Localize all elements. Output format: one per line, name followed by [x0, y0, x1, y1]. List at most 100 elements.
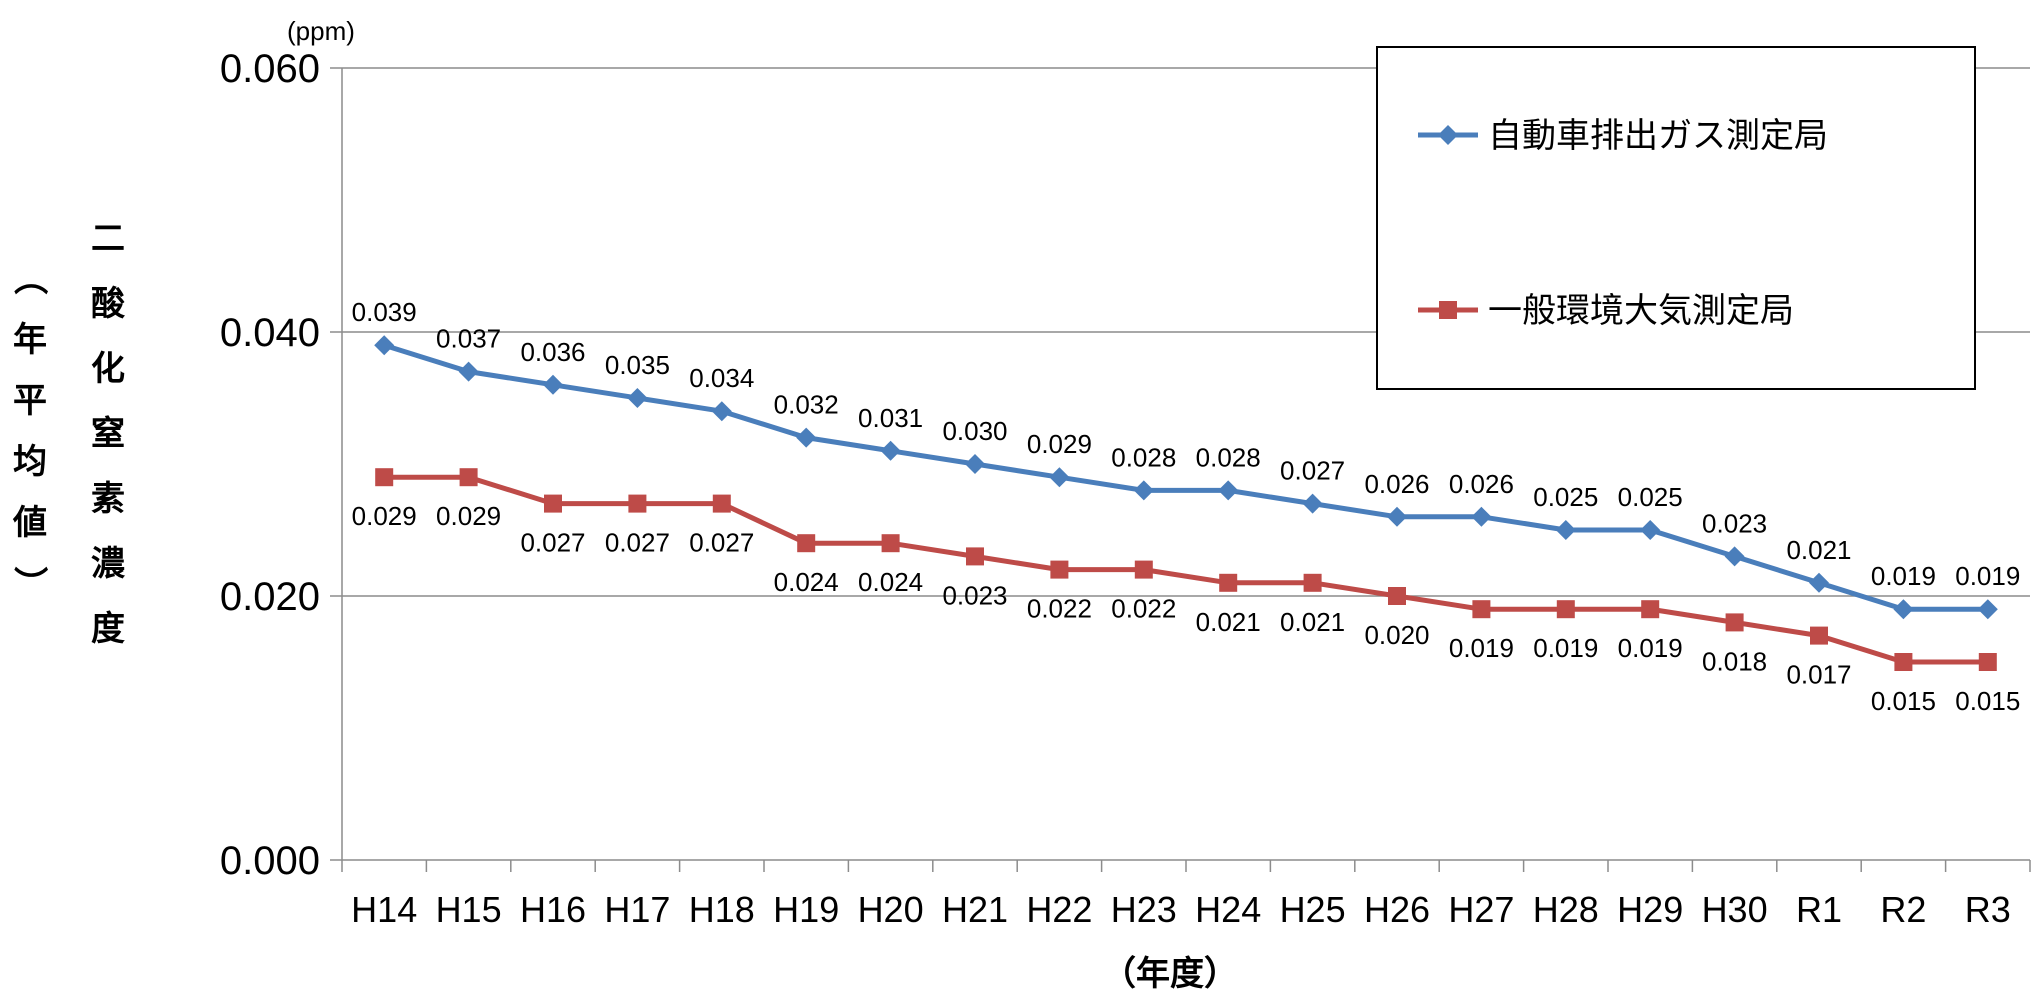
x-tick-label: H19 — [773, 889, 839, 930]
data-point — [1810, 626, 1828, 645]
data-point — [1049, 467, 1070, 488]
data-label: 0.034 — [689, 363, 754, 393]
x-axis — [341, 68, 2031, 872]
data-point — [1978, 653, 1997, 671]
data-point — [712, 494, 731, 513]
data-label: 0.023 — [1702, 508, 1767, 538]
legend-box — [1376, 46, 1976, 390]
series-layer — [374, 335, 1998, 671]
data-label: 0.019 — [1533, 633, 1598, 663]
data-label: 0.027 — [1280, 456, 1345, 486]
data-point — [797, 534, 816, 553]
y-tick-label: 0.060 — [220, 47, 320, 91]
x-tick-labels: H14 H15 H16 H17 H18 H19 H20 H21 H22 H23 H24 H25 H26 H… — [351, 889, 2011, 930]
data-point — [881, 534, 900, 553]
data-label: 0.037 — [436, 324, 501, 354]
x-tick-label: H27 — [1448, 889, 1514, 930]
data-point — [880, 440, 901, 461]
data-point — [1387, 506, 1407, 527]
data-point — [1471, 506, 1492, 527]
data-label: 0.025 — [1533, 482, 1598, 512]
data-point — [1724, 546, 1745, 567]
data-label: 0.035 — [605, 350, 670, 380]
data-point — [374, 335, 395, 356]
y-axis-label-char: 度 — [91, 610, 125, 648]
data-label: 0.015 — [1955, 686, 2020, 716]
legend-marker — [1438, 125, 1458, 145]
data-label: 0.025 — [1618, 482, 1683, 512]
x-tick-label: H26 — [1364, 889, 1430, 930]
data-label: 0.024 — [858, 567, 923, 597]
data-point — [796, 427, 817, 448]
legend-marker — [1439, 301, 1457, 319]
data-label: 0.021 — [1786, 535, 1851, 565]
x-tick-label: H24 — [1195, 889, 1261, 930]
x-tick-label: H16 — [520, 889, 586, 930]
data-label: 0.027 — [520, 528, 585, 558]
data-label: 0.022 — [1111, 594, 1176, 624]
data-label: 0.026 — [1449, 469, 1514, 499]
data-label: 0.036 — [520, 337, 585, 367]
x-tick-label: H28 — [1533, 889, 1599, 930]
data-point — [1977, 599, 1998, 620]
data-point — [627, 388, 648, 408]
series-line — [384, 474, 1988, 665]
data-label: 0.031 — [858, 403, 923, 433]
data-label: 0.039 — [352, 297, 417, 327]
x-tick-label: R2 — [1880, 889, 1926, 930]
x-axis-label: （年度） — [1102, 954, 1238, 993]
data-point — [375, 468, 394, 487]
data-label: 0.019 — [1449, 633, 1514, 663]
data-label: 0.020 — [1364, 620, 1429, 650]
x-tick-label: H21 — [942, 889, 1008, 930]
data-label: 0.029 — [436, 501, 501, 531]
y-axis-sublabel-char: ） — [10, 566, 49, 600]
legend-label: 一般環境大気測定局 — [1488, 292, 1794, 330]
x-tick-label: H30 — [1702, 889, 1768, 930]
y-axis-sublabel-char: 平 — [13, 382, 47, 420]
y-tick-labels: 0.000 0.020 0.040 0.060 — [220, 47, 320, 883]
data-point — [965, 454, 985, 474]
data-label: 0.019 — [1955, 561, 2020, 591]
data-point — [1725, 613, 1744, 632]
y-axis-sublabel-char: 値 — [12, 504, 47, 542]
data-point — [1555, 520, 1576, 540]
x-tick-label: H14 — [351, 889, 417, 930]
data-label: 0.019 — [1871, 561, 1936, 591]
data-point — [458, 361, 479, 382]
data-label: 0.018 — [1702, 646, 1767, 676]
y-axis-label-char: 酸 — [91, 285, 126, 323]
data-label: 0.027 — [605, 528, 670, 558]
data-point — [544, 494, 562, 513]
y-axis-label-char: 濃 — [91, 545, 126, 583]
data-point — [1050, 560, 1069, 579]
y-axis-label-char: 二 — [91, 220, 125, 258]
x-tick-label: H18 — [689, 889, 755, 930]
data-point — [1219, 573, 1238, 592]
data-label: 0.030 — [942, 416, 1007, 446]
data-label: 0.021 — [1196, 607, 1261, 637]
data-point — [1133, 480, 1154, 501]
data-point — [1472, 600, 1491, 619]
unit-label: (ppm) — [287, 16, 355, 46]
x-tick-label: H20 — [858, 889, 924, 930]
x-tick-label: H22 — [1026, 889, 1092, 930]
data-label: 0.029 — [352, 501, 417, 531]
data-point — [1809, 572, 1829, 593]
data-point — [1218, 480, 1239, 501]
x-tick-label: H23 — [1111, 889, 1177, 930]
y-axis-label-char: 窒 — [91, 415, 125, 453]
x-tick-label: R3 — [1965, 889, 2011, 930]
data-label: 0.017 — [1786, 660, 1851, 690]
data-label: 0.024 — [774, 567, 839, 597]
data-labels-layer: 0.039 0.037 0.036 0.035 0.034 0.032 0.031 0.030… — [352, 297, 2021, 716]
data-point — [459, 468, 478, 487]
data-label: 0.021 — [1280, 607, 1345, 637]
data-point — [1302, 493, 1323, 514]
y-tick-label: 0.000 — [220, 839, 320, 883]
data-label: 0.032 — [774, 390, 839, 420]
